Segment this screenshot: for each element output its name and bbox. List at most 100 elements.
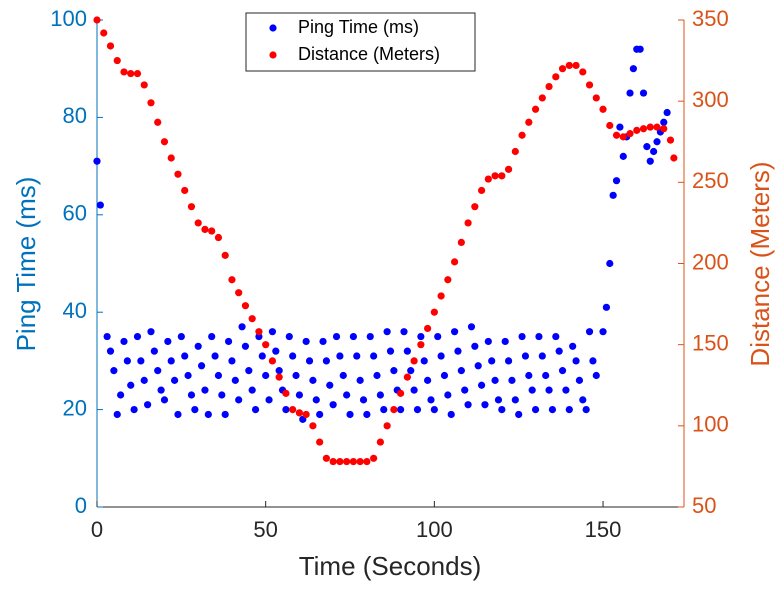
point	[525, 118, 533, 126]
point	[660, 125, 668, 133]
point	[457, 238, 465, 246]
point	[160, 396, 169, 404]
point	[602, 303, 611, 311]
point	[666, 136, 675, 144]
point	[450, 328, 459, 336]
x-axis-label: Time (Seconds)	[299, 551, 482, 581]
y2-tick-label: 100	[692, 412, 729, 437]
point	[440, 371, 449, 380]
point	[312, 396, 320, 404]
point	[346, 410, 354, 419]
point	[376, 438, 384, 446]
point	[386, 347, 395, 355]
point	[93, 157, 101, 165]
point	[363, 457, 371, 466]
point	[194, 342, 202, 350]
point	[447, 410, 455, 419]
point	[181, 186, 189, 195]
point	[201, 386, 209, 394]
point	[339, 371, 347, 380]
point	[106, 347, 115, 355]
point	[390, 406, 398, 414]
point	[113, 56, 121, 65]
point	[491, 376, 499, 384]
point	[174, 410, 182, 419]
point	[558, 65, 567, 73]
point	[417, 332, 425, 341]
point	[133, 69, 142, 78]
point	[224, 337, 233, 346]
point	[214, 371, 223, 380]
point	[218, 391, 226, 399]
point	[177, 332, 185, 341]
point	[639, 89, 648, 97]
point	[461, 386, 469, 394]
point	[515, 410, 523, 419]
point	[481, 401, 489, 409]
point	[397, 406, 405, 414]
point	[160, 138, 169, 146]
point	[309, 376, 317, 384]
point	[390, 367, 398, 375]
point	[474, 362, 482, 370]
point	[444, 276, 452, 284]
point	[572, 61, 580, 70]
point	[531, 105, 540, 113]
point	[241, 342, 250, 350]
y2-tick-label: 200	[692, 249, 729, 274]
point	[555, 347, 563, 355]
point	[214, 233, 223, 242]
point	[629, 65, 637, 73]
point	[477, 381, 486, 389]
y-tick-label: 0	[75, 493, 87, 518]
point	[643, 143, 651, 151]
point	[606, 259, 614, 268]
point	[221, 251, 229, 259]
point	[599, 105, 607, 113]
point	[356, 376, 364, 384]
point	[380, 406, 388, 414]
point	[343, 391, 351, 399]
point	[538, 352, 546, 360]
point	[650, 147, 658, 156]
point	[238, 323, 246, 331]
point	[370, 352, 378, 360]
point	[302, 337, 310, 346]
y-axis-label: Ping Time (ms)	[11, 177, 41, 352]
y2-tick-label: 350	[692, 6, 729, 31]
point	[528, 386, 536, 394]
point	[248, 386, 256, 394]
point	[187, 203, 196, 211]
point	[400, 328, 408, 336]
point	[504, 357, 513, 365]
y-tick-label: 20	[63, 395, 87, 420]
point	[552, 332, 560, 341]
point	[336, 352, 344, 360]
point	[363, 410, 371, 419]
point	[316, 410, 324, 419]
point	[410, 357, 418, 365]
point	[579, 396, 587, 404]
point	[120, 68, 128, 76]
point	[96, 201, 104, 209]
point	[633, 126, 641, 134]
point	[660, 118, 668, 126]
point	[329, 457, 337, 466]
point	[639, 125, 648, 133]
legend-marker	[269, 24, 277, 32]
point	[282, 389, 290, 397]
point	[157, 386, 165, 394]
point	[619, 152, 627, 160]
point	[646, 123, 654, 131]
point	[349, 332, 357, 341]
point	[204, 410, 212, 419]
point	[599, 328, 607, 336]
point	[265, 396, 273, 404]
point	[437, 292, 445, 300]
point	[262, 341, 270, 349]
point	[103, 332, 111, 341]
point	[150, 347, 158, 355]
point	[477, 186, 486, 195]
point	[191, 406, 199, 414]
point	[454, 347, 462, 355]
